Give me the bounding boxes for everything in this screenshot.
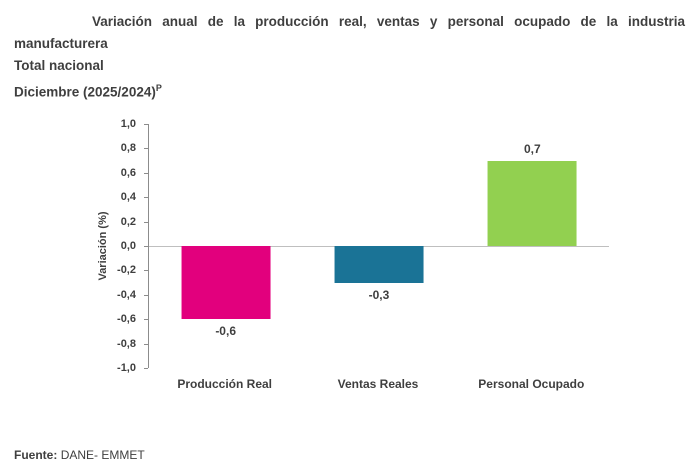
bar xyxy=(487,160,577,246)
plot-area: -0,6 -0,3 0,7 xyxy=(144,124,609,369)
y-tick-mark xyxy=(144,148,148,150)
source-text: DANE- EMMET xyxy=(60,448,145,462)
source-note: Fuente: DANE- EMMET xyxy=(14,448,145,462)
preliminary-superscript: P xyxy=(155,83,162,93)
y-axis-labels: 1,0 0,8 0,6 0,4 0,2 0,0 -0,2 -0,4 -0,6 -0,8 -1,0 xyxy=(98,118,142,374)
y-tick-label: 0,0 xyxy=(120,240,136,252)
y-tick-mark xyxy=(144,221,148,223)
y-tick-label: 1,0 xyxy=(120,118,136,130)
y-tick-mark xyxy=(144,294,148,296)
y-tick-label: -0,6 xyxy=(117,313,136,326)
y-tick-mark xyxy=(144,319,148,321)
y-tick-label: 0,6 xyxy=(120,166,136,179)
category-label: Personal Ocupado xyxy=(478,377,585,391)
y-tick-label: -1,0 xyxy=(117,362,136,374)
x-axis-labels: Producción Real Ventas Reales Personal Ocu… xyxy=(148,377,608,391)
y-tick-mark xyxy=(144,368,148,369)
y-tick-mark xyxy=(144,270,148,272)
y-tick-mark xyxy=(144,246,148,247)
y-tick-label: -0,8 xyxy=(117,337,136,350)
bar-value-label: -0,3 xyxy=(368,287,390,302)
bar xyxy=(181,246,271,320)
y-tick-label: -0,4 xyxy=(117,288,136,301)
chart-title-line1: Variación anual de la producción real, v… xyxy=(92,14,685,29)
y-tick-label: 0,8 xyxy=(120,142,136,155)
source-label: Fuente: xyxy=(14,448,58,462)
bar-column: 0,7 xyxy=(456,124,609,368)
y-tick-mark xyxy=(144,172,148,174)
category-label: Producción Real xyxy=(177,377,272,391)
subtitle-coverage: Total nacional xyxy=(14,58,104,73)
bar-column: -0,3 xyxy=(302,124,455,368)
chart-title-line2: manufacturera xyxy=(14,36,108,51)
period-text: Diciembre (2025/2024) xyxy=(14,84,156,100)
bar-value-label: 0,7 xyxy=(523,141,541,156)
y-tick-label: 0,4 xyxy=(120,191,136,204)
chart-title-block: Variación anual de la producción real, v… xyxy=(0,0,700,104)
y-tick-label: -0,2 xyxy=(117,264,136,277)
y-tick-mark xyxy=(144,343,148,345)
bar-value-label: -0,6 xyxy=(215,324,236,339)
bar xyxy=(334,246,424,283)
y-tick-mark xyxy=(144,197,148,199)
y-tick-mark xyxy=(144,124,148,125)
subtitle-period: Diciembre (2025/2024)P xyxy=(14,77,685,104)
bar-column: -0,6 xyxy=(149,124,302,368)
y-tick-label: 0,2 xyxy=(120,215,136,228)
category-label: Ventas Reales xyxy=(337,377,419,391)
